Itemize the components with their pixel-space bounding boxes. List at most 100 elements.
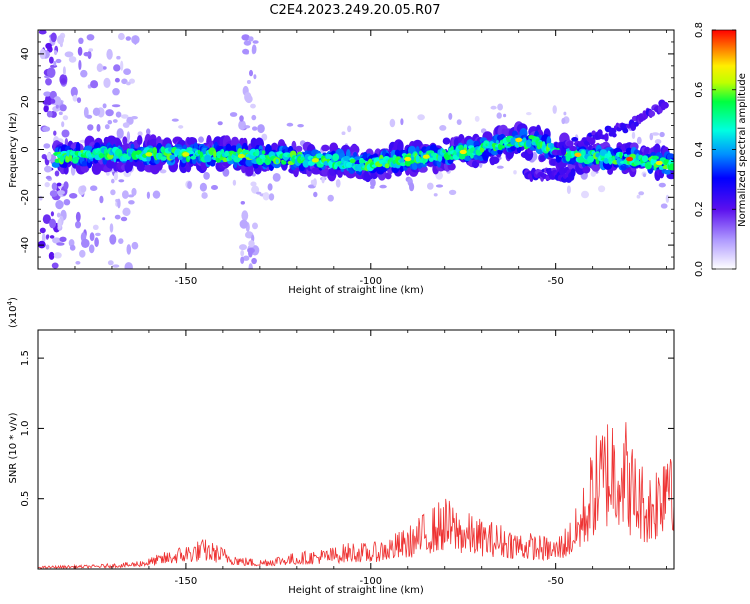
noise-blob	[45, 244, 50, 250]
noise-blob	[78, 37, 84, 44]
noise-blob	[45, 175, 52, 180]
noise-blob	[69, 193, 78, 199]
noise-blob	[110, 189, 116, 196]
noise-blob	[222, 168, 230, 177]
ridge-blob	[458, 152, 466, 160]
noise-blob	[127, 194, 135, 198]
ridge-blob	[359, 159, 366, 164]
noise-blob	[48, 251, 55, 260]
y-tick-label: -20	[20, 189, 31, 205]
noise-blob	[261, 133, 268, 141]
colorbar-tick-label: 0.0	[694, 261, 705, 277]
noise-blob	[79, 249, 86, 258]
noise-blob	[581, 190, 589, 199]
ridge-blob	[608, 156, 613, 165]
noise-blob	[63, 181, 69, 190]
branch-blob	[558, 167, 566, 175]
noise-blob	[248, 263, 253, 269]
noise-blob	[105, 109, 114, 117]
branch-blob	[571, 137, 579, 142]
noise-blob	[38, 30, 47, 35]
noise-blob	[389, 118, 396, 128]
noise-blob	[409, 182, 415, 192]
noise-blob	[56, 212, 61, 218]
ridge-blob	[332, 153, 340, 162]
ridge-blob	[582, 165, 591, 174]
ridge-blob	[51, 161, 60, 168]
noise-blob	[75, 221, 81, 229]
noise-blob	[111, 178, 115, 184]
ridge-blob	[255, 148, 260, 157]
noise-blob	[448, 189, 457, 195]
y-tick-label: 20	[20, 95, 31, 108]
noise-blob	[251, 185, 260, 194]
ridge-blob	[299, 157, 306, 160]
noise-blob	[252, 40, 259, 44]
noise-blob	[45, 78, 52, 86]
ridge-blob	[442, 149, 446, 154]
ridge-blob	[204, 154, 212, 163]
ridge-blob	[473, 140, 480, 147]
noise-blob	[251, 114, 257, 121]
noise-blob	[131, 187, 137, 196]
ridge-hotspot	[655, 160, 663, 166]
noise-blob	[88, 244, 95, 254]
noise-blob	[53, 252, 62, 259]
snr-y-ticks: 0.5 1.0 1.5	[20, 350, 674, 507]
ridge-blob	[489, 156, 500, 165]
noise-blob	[267, 183, 273, 191]
noise-blob	[112, 264, 120, 268]
ridge-blob	[321, 144, 330, 152]
ridge-blob	[54, 158, 60, 163]
ridge-blob	[345, 161, 353, 168]
noise-blob	[92, 107, 101, 117]
ridge-blob	[550, 143, 554, 149]
noise-blob	[61, 129, 70, 138]
ridge-blob	[539, 155, 546, 162]
noise-blob	[88, 48, 94, 52]
noise-blob	[118, 179, 125, 183]
noise-blob	[57, 218, 62, 229]
noise-blob	[341, 131, 346, 135]
noise-blob	[257, 124, 265, 134]
noise-blob	[42, 100, 50, 105]
ridge-blob	[281, 160, 287, 165]
ridge-blob	[343, 155, 351, 161]
branch-blob	[661, 101, 669, 109]
noise-blob	[448, 112, 453, 120]
noise-blob	[42, 214, 52, 225]
x-tick-label: -150	[175, 576, 198, 587]
noise-blob	[53, 130, 57, 136]
ridge-blob	[122, 136, 128, 145]
noise-blob	[90, 185, 98, 191]
colorbar: 0.0 0.2 0.4 0.6 0.8 Normalized spectral ampl…	[694, 22, 748, 277]
ridge-blob	[442, 137, 451, 145]
y-tick-label: 1.0	[20, 420, 31, 436]
ridge-blob	[224, 150, 230, 157]
noise-blob	[121, 114, 129, 119]
noise-blob	[242, 48, 250, 55]
noise-blob	[321, 175, 325, 184]
x-tick-label: -150	[175, 276, 198, 287]
x-tick-label: -100	[359, 276, 382, 287]
branch-blob	[634, 121, 639, 127]
y-tick-label: 1.5	[20, 350, 31, 366]
noise-blob	[252, 222, 258, 230]
ridge-blob	[495, 140, 499, 144]
noise-blob	[43, 143, 51, 149]
noise-blob	[78, 59, 82, 71]
ridge-hotspot	[574, 152, 582, 157]
colorbar-label: Normalized spectral amplitude	[737, 73, 748, 227]
noise-blob	[114, 77, 120, 83]
noise-blob	[241, 34, 250, 41]
snr-x-label: Height of straight line (km)	[288, 585, 424, 596]
ridge-blob	[525, 139, 532, 148]
ridge-blob	[136, 161, 146, 172]
noise-blob	[313, 191, 318, 198]
noise-blob	[297, 124, 304, 128]
noise-blob	[122, 207, 131, 216]
colorbar-tick-label: 0.8	[694, 22, 705, 38]
snr-frame	[37, 329, 675, 570]
noise-blob	[152, 190, 161, 199]
noise-blob	[109, 234, 117, 245]
